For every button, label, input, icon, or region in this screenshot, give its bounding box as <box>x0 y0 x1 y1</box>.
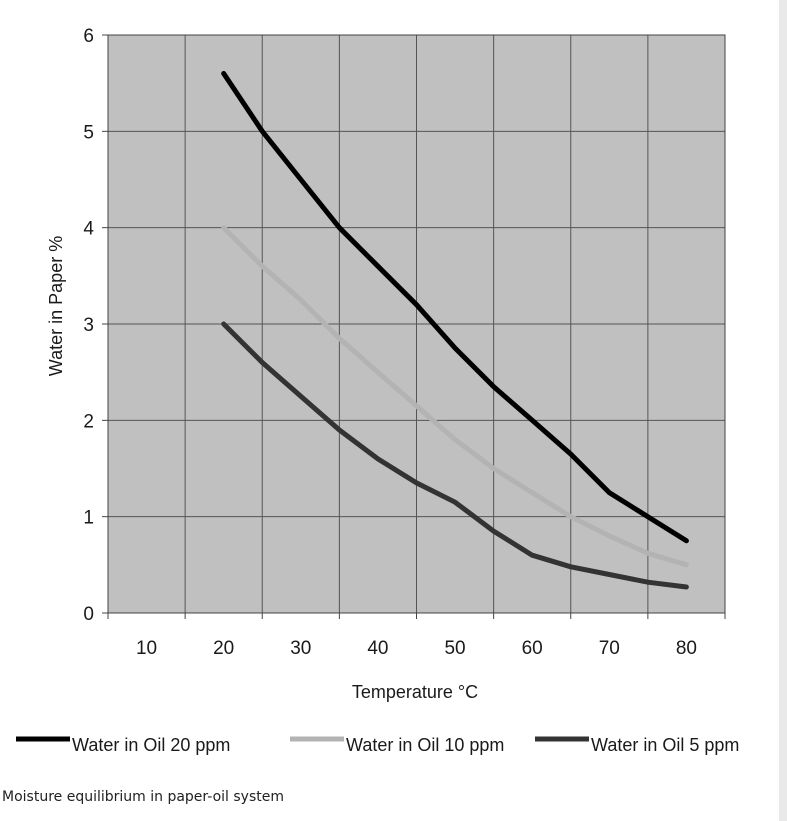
x-tick-label: 50 <box>444 638 465 659</box>
series-line-1 <box>221 71 689 544</box>
x-axis-title: Temperature °C <box>352 682 478 702</box>
y-tick-label: 5 <box>83 122 94 143</box>
legend-label-3: Water in Oil 5 ppm <box>591 735 739 755</box>
x-tick-label: 80 <box>676 638 697 659</box>
x-tick-label: 70 <box>599 638 620 659</box>
x-tick-label: 10 <box>136 638 157 659</box>
legend-label-2: Water in Oil 10 ppm <box>346 735 504 755</box>
y-tick-label: 3 <box>83 315 94 336</box>
x-tick-label: 30 <box>290 638 311 659</box>
series-lines <box>221 71 689 590</box>
legend: Water in Oil 20 ppm Water in Oil 10 ppm Wa… <box>16 735 739 755</box>
y-tick-label: 4 <box>83 219 94 240</box>
x-tick-label: 40 <box>367 638 388 659</box>
plot-area <box>107 34 726 614</box>
x-tick-label: 20 <box>213 638 234 659</box>
y-tick-label: 2 <box>83 411 94 432</box>
axis-ticks: 0 1 2 3 4 5 6 10 20 30 40 50 60 70 80 <box>83 26 726 659</box>
series-line-2 <box>221 225 689 568</box>
y-axis-title: Water in Paper % <box>46 236 66 376</box>
x-tick-label: 60 <box>522 638 543 659</box>
series-line-3 <box>221 321 689 590</box>
caption: Moisture equilibrium in paper-oil system <box>2 789 284 805</box>
legend-label-1: Water in Oil 20 ppm <box>72 735 230 755</box>
chart: 0 1 2 3 4 5 6 10 20 30 40 50 60 70 80 Temperature °C W… <box>16 26 739 755</box>
y-tick-label: 1 <box>83 508 94 529</box>
y-tick-label: 0 <box>83 604 94 625</box>
y-tick-label: 6 <box>83 26 94 47</box>
